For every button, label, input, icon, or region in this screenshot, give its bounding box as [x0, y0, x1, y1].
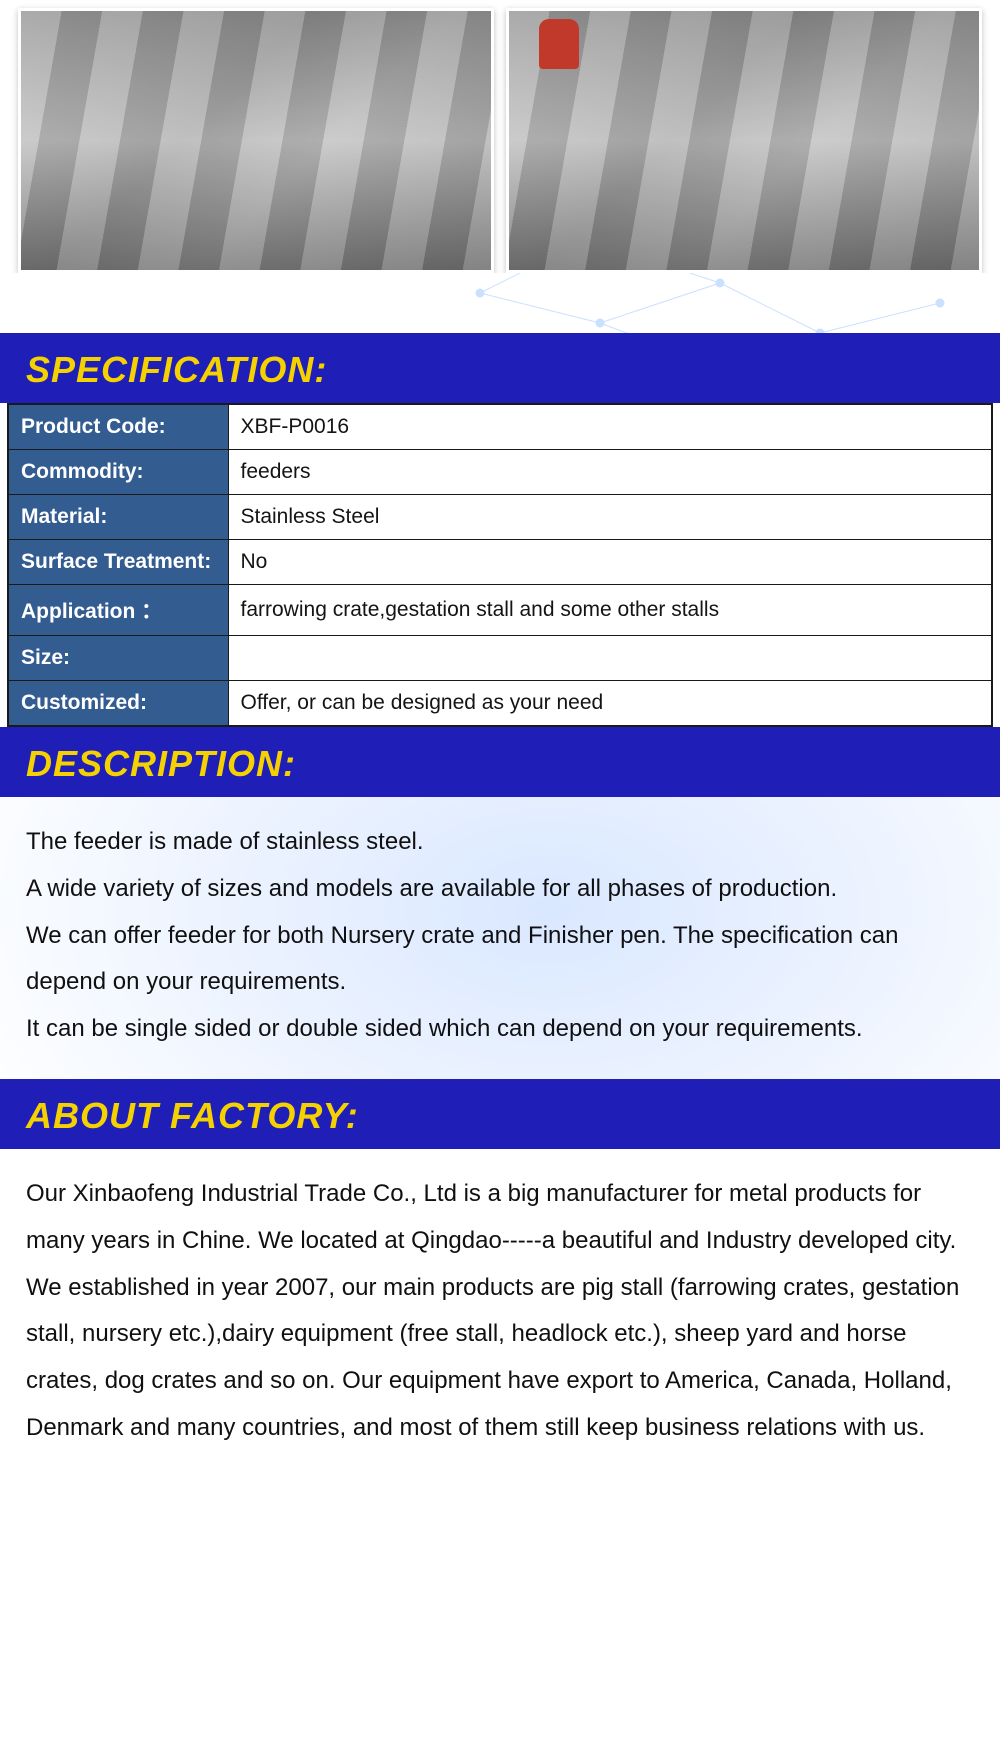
specification-header: SPECIFICATION: [0, 333, 1000, 403]
spec-value: farrowing crate,gestation stall and some… [228, 585, 992, 636]
table-row: Product Code:XBF-P0016 [8, 404, 992, 450]
spec-label: Material: [8, 495, 228, 540]
spec-label: Customized: [8, 681, 228, 727]
product-images-row [0, 0, 1000, 273]
spec-value: XBF-P0016 [228, 404, 992, 450]
spec-value: Offer, or can be designed as your need [228, 681, 992, 727]
about-line: We established in year 2007, our main pr… [26, 1265, 974, 1452]
table-row: Surface Treatment:No [8, 540, 992, 585]
table-row: Size: [8, 636, 992, 681]
spec-label: Application ： [8, 585, 228, 636]
spec-value [228, 636, 992, 681]
about-header: ABOUT FACTORY: [0, 1079, 1000, 1149]
spec-value: No [228, 540, 992, 585]
table-row: Application ：farrowing crate,gestation s… [8, 585, 992, 636]
description-title: DESCRIPTION: [26, 743, 974, 785]
table-row: Material:Stainless Steel [8, 495, 992, 540]
product-image-left [18, 8, 494, 273]
specification-table-body: Product Code:XBF-P0016Commodity:feedersM… [8, 404, 992, 726]
spec-value: feeders [228, 450, 992, 495]
product-image-right [506, 8, 982, 273]
network-decoration [0, 273, 1000, 333]
spec-label: Commodity: [8, 450, 228, 495]
about-block: Our Xinbaofeng Industrial Trade Co., Ltd… [0, 1149, 1000, 1478]
table-row: Customized:Offer, or can be designed as … [8, 681, 992, 727]
spec-label: Product Code: [8, 404, 228, 450]
description-header: DESCRIPTION: [0, 727, 1000, 797]
about-line: Our Xinbaofeng Industrial Trade Co., Ltd… [26, 1171, 974, 1265]
about-title: ABOUT FACTORY: [26, 1095, 974, 1137]
description-block: The feeder is made of stainless steel.A … [0, 797, 1000, 1079]
specification-table: Product Code:XBF-P0016Commodity:feedersM… [7, 403, 993, 727]
description-line: The feeder is made of stainless steel. [26, 819, 974, 866]
description-line: We can offer feeder for both Nursery cra… [26, 913, 974, 1007]
spec-label: Size: [8, 636, 228, 681]
table-row: Commodity:feeders [8, 450, 992, 495]
specification-title: SPECIFICATION: [26, 349, 974, 391]
description-line: A wide variety of sizes and models are a… [26, 866, 974, 913]
spec-value: Stainless Steel [228, 495, 992, 540]
description-line: It can be single sided or double sided w… [26, 1006, 974, 1053]
spec-label: Surface Treatment: [8, 540, 228, 585]
